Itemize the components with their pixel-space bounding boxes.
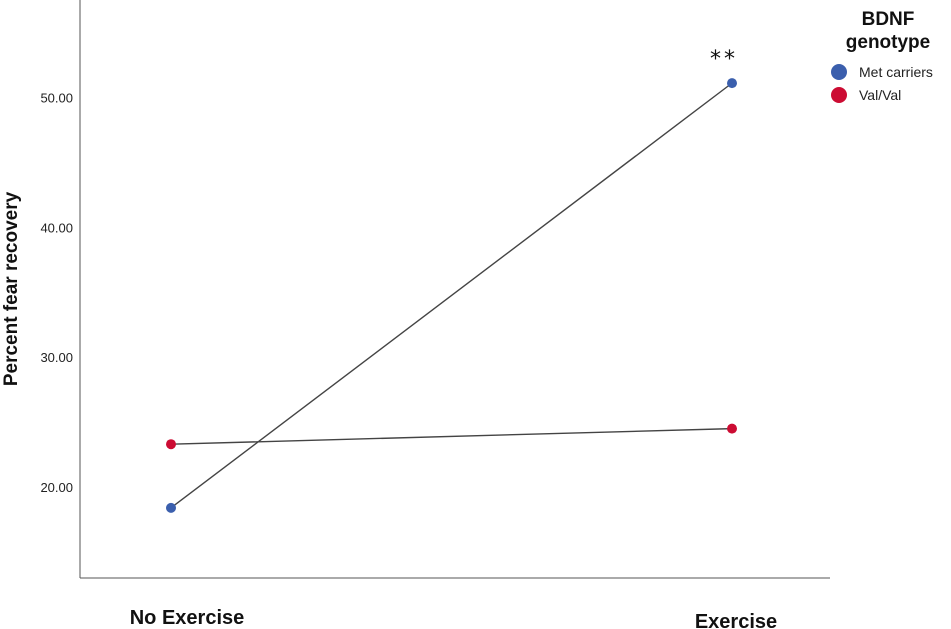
significance-annotation: ** <box>710 47 738 72</box>
data-point-met-carriers-0 <box>166 502 176 513</box>
y-tick-label: 40.00 <box>40 220 73 235</box>
legend-label-met-carriers: Met carriers <box>859 64 933 80</box>
y-tick-label: 30.00 <box>40 350 73 365</box>
data-point-val-val-0 <box>166 439 176 450</box>
legend-title-line2: genotype <box>846 32 930 53</box>
legend-label-val-val: Val/Val <box>859 87 901 103</box>
x-tick-label-no-exercise: No Exercise <box>130 607 245 629</box>
legend-marker-val-val <box>831 87 847 103</box>
legend-title-line1: BDNF <box>862 9 915 30</box>
series-lines <box>170 82 733 509</box>
legend: BDNF genotype Met carriers Val/Val <box>831 9 933 103</box>
y-ticks: 20.00 30.00 40.00 50.00 <box>40 90 73 495</box>
legend-marker-met-carriers <box>831 64 847 80</box>
series-line-val-val <box>170 427 733 445</box>
y-tick-label: 20.00 <box>40 480 73 495</box>
x-tick-label-exercise: Exercise <box>695 611 777 629</box>
series-points <box>166 78 737 513</box>
y-axis-title: Percent fear recovery <box>1 191 22 386</box>
series-line-met-carriers <box>170 82 733 509</box>
y-tick-label: 50.00 <box>40 90 73 105</box>
axes <box>79 0 830 579</box>
data-point-val-val-1 <box>727 423 737 434</box>
data-point-met-carriers-1 <box>727 78 737 89</box>
